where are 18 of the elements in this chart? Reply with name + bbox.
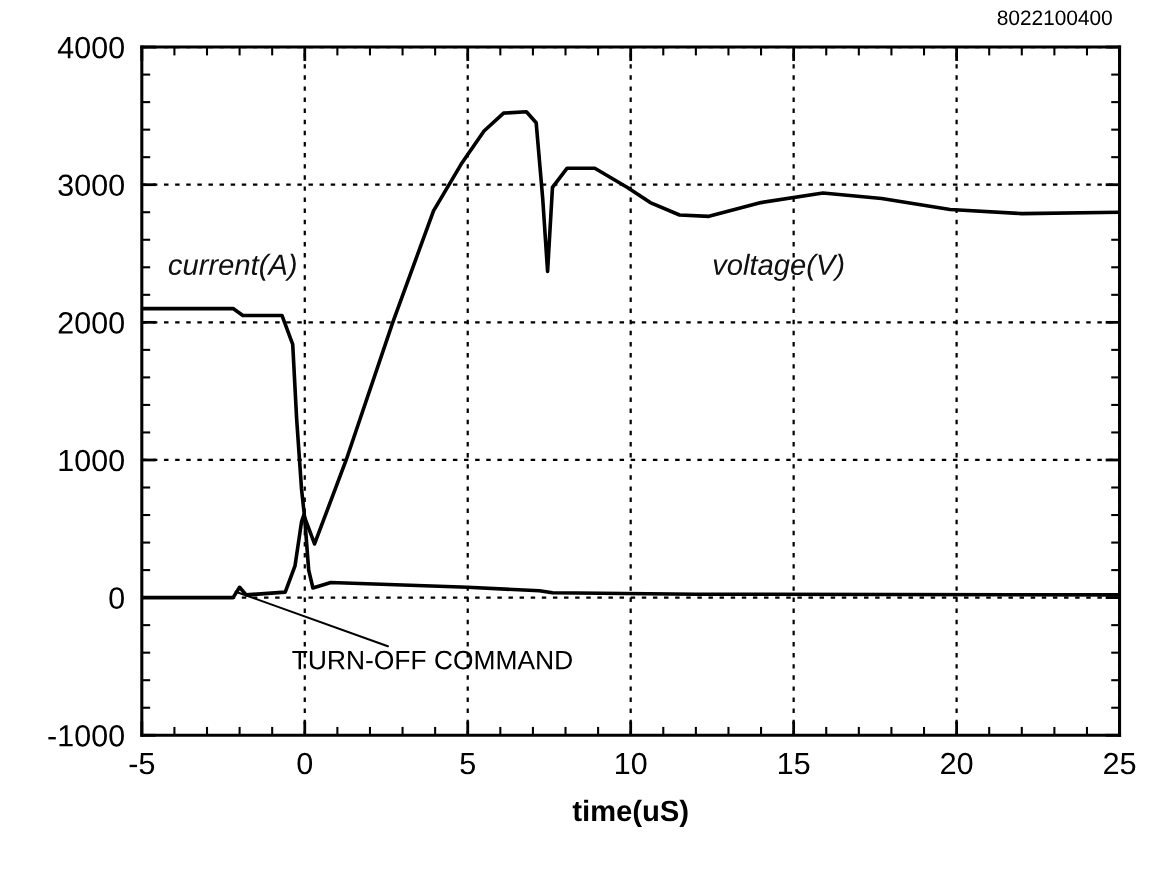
y-tick-label: 2000 [58, 312, 124, 334]
series-label: voltage(V) [713, 253, 844, 281]
y-tick-label: 3000 [58, 174, 124, 197]
x-tick-label: 0 [297, 752, 313, 775]
x-tick-label: 20 [941, 752, 973, 775]
y-tick-label: -1000 [48, 725, 124, 747]
x-tick-label: -5 [129, 753, 155, 775]
y-tick-label: 1000 [59, 449, 124, 472]
x-tick-label: 25 [1104, 752, 1136, 775]
annotation: TURN-OFF COMMAND [292, 650, 572, 670]
y-tick-label: 0 [109, 587, 124, 609]
x-tick-label: 10 [616, 752, 647, 775]
x-tick-label: 5 [460, 753, 475, 775]
x-tick-label: 15 [778, 753, 810, 775]
series-label: current(A) [168, 253, 296, 281]
y-tick-label: 4000 [57, 36, 124, 59]
x-axis-title: time(uS) [572, 799, 688, 828]
text: 8022100400 [997, 10, 1112, 26]
